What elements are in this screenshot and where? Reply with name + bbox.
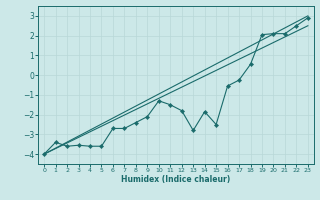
X-axis label: Humidex (Indice chaleur): Humidex (Indice chaleur) bbox=[121, 175, 231, 184]
